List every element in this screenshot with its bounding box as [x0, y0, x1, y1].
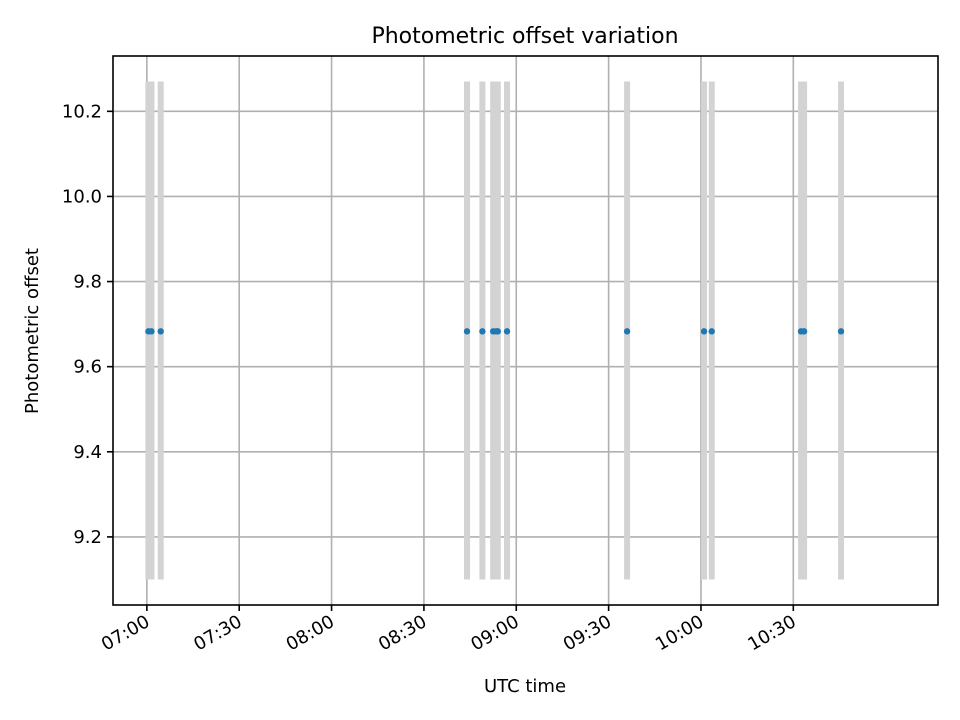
data-point: [800, 328, 808, 335]
y-tick-label: 10.0: [62, 186, 102, 207]
data-point: [463, 328, 471, 335]
plot-frame: [112, 55, 939, 606]
data-point: [700, 328, 708, 335]
data-point: [157, 328, 164, 335]
y-tick-label: 10.2: [62, 101, 102, 122]
chart-title: Photometric offset variation: [371, 24, 678, 49]
y-axis: 9.2 9.4 9.6 9.8 10.0 10.2: [62, 101, 113, 548]
y-tick-label: 9.4: [73, 442, 102, 463]
data-point: [479, 328, 486, 335]
y-tick-label: 9.8: [73, 272, 102, 293]
y-tick-label: 9.2: [73, 527, 102, 548]
x-tick-label: 09:30: [560, 611, 615, 655]
y-tick-label: 9.6: [73, 357, 102, 378]
x-axis: 07:00 07:30 08:00 08:30 09:00 09:30 10:00 10:30: [98, 605, 800, 655]
grid-layer: [113, 56, 938, 605]
x-axis-label: UTC time: [484, 676, 566, 697]
x-tick-label: 07:00: [98, 611, 153, 655]
point-layer: [145, 328, 845, 335]
x-tick-label: 07:30: [190, 611, 245, 655]
y-axis-label: Photometric offset: [22, 248, 43, 414]
data-point: [623, 328, 631, 335]
data-point: [494, 328, 501, 335]
data-point: [148, 328, 155, 335]
x-tick-label: 10:00: [652, 611, 707, 655]
x-tick-label: 08:30: [375, 611, 430, 655]
x-tick-label: 09:00: [467, 611, 522, 655]
data-point: [503, 328, 511, 335]
x-tick-label: 10:30: [744, 611, 799, 655]
data-point: [837, 328, 845, 335]
data-point: [708, 328, 715, 335]
x-tick-label: 08:00: [283, 611, 338, 655]
